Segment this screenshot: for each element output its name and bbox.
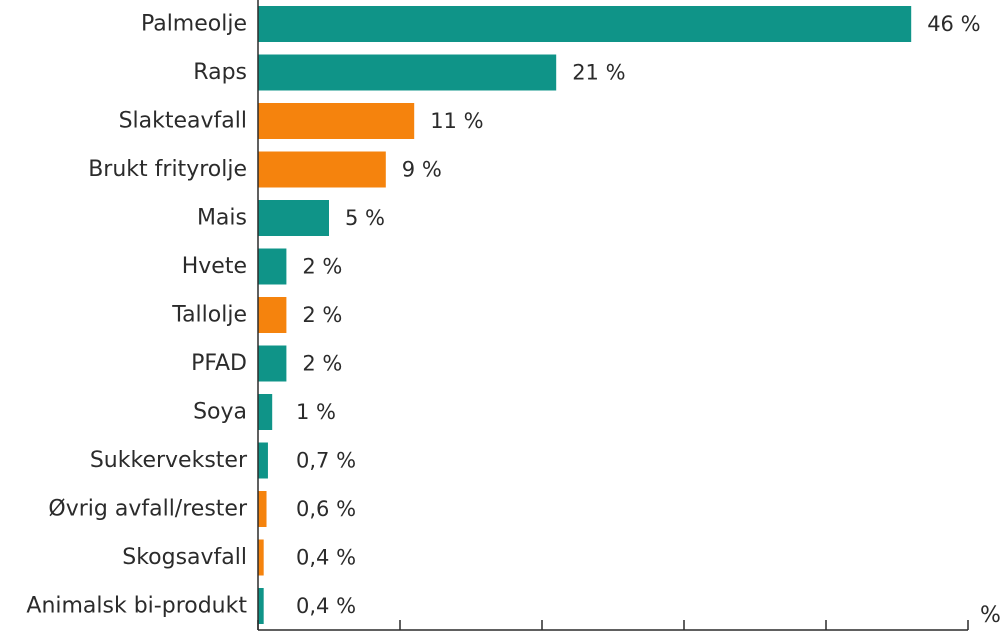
category-label: PFAD (191, 351, 247, 376)
value-label: 2 % (302, 352, 342, 376)
bar (258, 54, 557, 91)
value-label: 0,7 % (296, 449, 356, 473)
bars-group (258, 6, 912, 624)
value-label: 0,4 % (296, 546, 356, 570)
category-label: Palmeolje (141, 12, 247, 37)
value-label: 21 % (572, 61, 625, 85)
category-label: Skogsavfall (122, 545, 247, 570)
bar (258, 6, 912, 42)
bar (258, 297, 287, 333)
x-axis-unit-label: % (980, 603, 1000, 628)
category-label: Raps (193, 60, 247, 85)
bar (258, 345, 287, 382)
value-label: 9 % (402, 158, 442, 182)
category-label: Slakteavfall (119, 109, 247, 134)
value-labels: 46 % 21 % 11 % 9 % 5 % 2 % 2 % 2 % 1 % 0,7 % 0,6 %… (296, 12, 981, 618)
category-label: Soya (193, 400, 247, 425)
category-label: Brukt frityrolje (88, 157, 247, 182)
value-label: 11 % (430, 109, 483, 133)
category-label: Mais (197, 206, 247, 231)
value-label: 2 % (302, 255, 342, 279)
category-labels: Palmeolje Raps Slakteavfall Brukt frityrolj… (26, 12, 248, 619)
bar (258, 248, 287, 285)
category-label: Øvrig avfall/rester (48, 497, 248, 522)
bar (258, 588, 264, 624)
value-label: 1 % (296, 400, 336, 424)
bar (258, 200, 329, 236)
bar (258, 442, 268, 479)
x-axis (257, 0, 969, 631)
bar (258, 394, 273, 430)
value-label: 0,6 % (296, 497, 356, 521)
value-label: 2 % (302, 303, 342, 327)
category-label: Tallolje (171, 303, 247, 328)
value-label: 46 % (927, 12, 980, 36)
bar (258, 491, 267, 527)
bar (258, 151, 386, 188)
value-label: 0,4 % (296, 594, 356, 618)
value-label: 5 % (345, 206, 385, 230)
bar (258, 539, 264, 576)
category-label: Hvete (182, 254, 247, 279)
category-label: Sukkervekster (90, 448, 248, 473)
category-label: Animalsk bi-produkt (26, 594, 247, 619)
bar (258, 103, 415, 139)
